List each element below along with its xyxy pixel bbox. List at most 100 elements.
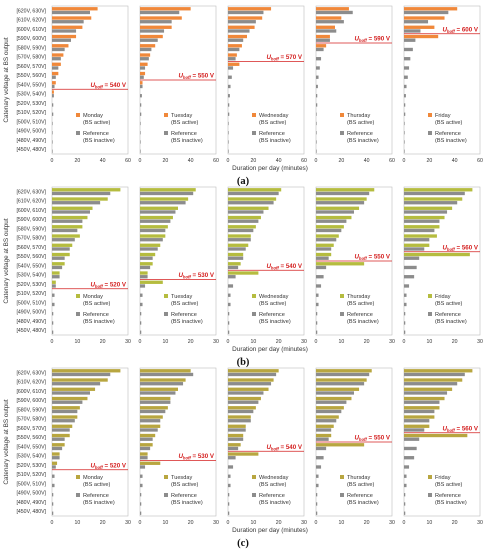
legend-active-sublabel: (BS active) [171,301,198,307]
x-tick-label: 10 [250,520,256,526]
threshold-value: = 520 V [103,462,127,469]
threshold-subscript: hoff [95,84,103,89]
threshold-value: = 590 V [367,36,391,43]
threshold-symbol: U [90,82,95,89]
bar-active [140,7,191,11]
bar-active [316,25,335,29]
panel-c-friday: 0 10 20 30 Uhoff = 560 V Friday(BS active) Ref… [403,367,483,526]
x-tick-label: 20 [276,339,282,345]
bar-reference [52,228,78,233]
bar-reference [316,265,327,270]
bar-reference [52,121,53,126]
x-tick-label: 30 [213,339,219,345]
legend-active-sublabel: (BS active) [83,482,110,488]
x-tick-label: 60 [125,158,131,164]
bar-reference [404,419,430,423]
bar-active [52,415,78,419]
bar-reference [228,409,254,414]
bar-reference [228,321,230,325]
legend-reference-sublabel: (BS inactive) [171,319,203,325]
x-tick-label: 20 [100,339,106,345]
bar-reference [228,57,236,61]
bar-reference [52,75,56,79]
panel-c-wednesday: 0 10 20 30 Uhoff = 540 V Wednesday(BS active)… [227,367,307,526]
bar-reference [316,20,344,24]
bar-reference [52,112,54,116]
bar-reference [228,228,254,233]
legend-active-label: Friday [435,113,451,119]
bar-reference [52,474,55,478]
category-label: [580V, 590V] [16,407,46,413]
legend-reference-label: Reference [83,312,109,318]
bar-active [228,188,282,192]
bar-reference [228,446,239,451]
x-tick-label: 10 [162,520,168,526]
bar-reference [316,302,319,307]
bar-active [228,396,261,401]
legend-swatch-reference [76,493,80,497]
bar-reference [140,201,186,205]
bar-active [52,461,58,465]
legend-active-sublabel: (BS active) [435,301,462,307]
bar-active [404,7,458,11]
x-tick-label: 20 [162,158,168,164]
threshold-symbol: U [442,244,447,251]
bar-reference [140,121,141,126]
threshold-value: = 530 V [191,272,215,279]
bar-reference [404,409,435,414]
x-tick-label: 0 [403,339,406,345]
bar-reference [228,483,231,488]
bar-reference [404,502,406,506]
category-label: [550V, 560V] [16,73,46,79]
bar-reference [404,94,406,98]
threshold-subscript: hoff [447,247,455,252]
bar-active [52,271,60,275]
bar-reference [316,437,329,441]
legend-active-sublabel: (BS active) [83,301,110,307]
bar-reference [228,84,231,89]
bar-reference [228,219,259,223]
x-tick-label: 30 [301,520,307,526]
bar-reference [404,474,407,478]
bar-reference [140,284,146,288]
threshold-label: Uhoff = 550 V [354,435,390,443]
bar-reference [404,29,421,33]
threshold-symbol: U [178,272,183,279]
bar-reference [228,275,236,279]
bar-reference [316,400,347,404]
x-tick-label: 40 [100,158,106,164]
threshold-value: = 530 V [191,453,215,460]
bar-active [52,81,56,85]
bar-reference [140,38,158,42]
bar-reference [140,219,171,223]
bar-reference [140,75,144,79]
category-label: [520V, 530V] [16,101,46,107]
category-label: [580V, 590V] [16,45,46,51]
legend-reference-sublabel: (BS inactive) [347,138,379,144]
legend-swatch-reference [340,493,344,497]
bar-reference [404,437,420,441]
bar-reference [52,400,83,404]
bar-reference [316,483,319,488]
category-label: [450V, 480V] [16,328,46,334]
bar-reference [228,382,272,386]
legend-reference-sublabel: (BS inactive) [347,500,379,506]
legend-active-sublabel: (BS active) [347,301,374,307]
bar-active [52,387,96,391]
legend-active-label: Monday [83,475,103,481]
bar-active [140,62,148,66]
bar-reference [140,446,151,451]
category-label: [510V, 520V] [16,110,46,116]
legend-reference-label: Reference [347,312,373,318]
legend-swatch-active [252,475,256,479]
bar-reference [228,437,244,441]
bar-reference [52,465,56,469]
bar-reference [404,219,440,223]
bar-active [140,406,168,410]
bar-reference [404,483,407,488]
legend-reference-label: Reference [83,131,109,137]
legend-reference-label: Reference [347,493,373,499]
threshold-label: Uhoff = 530 V [178,453,214,461]
bar-reference [404,330,406,334]
bar-reference [228,400,259,404]
